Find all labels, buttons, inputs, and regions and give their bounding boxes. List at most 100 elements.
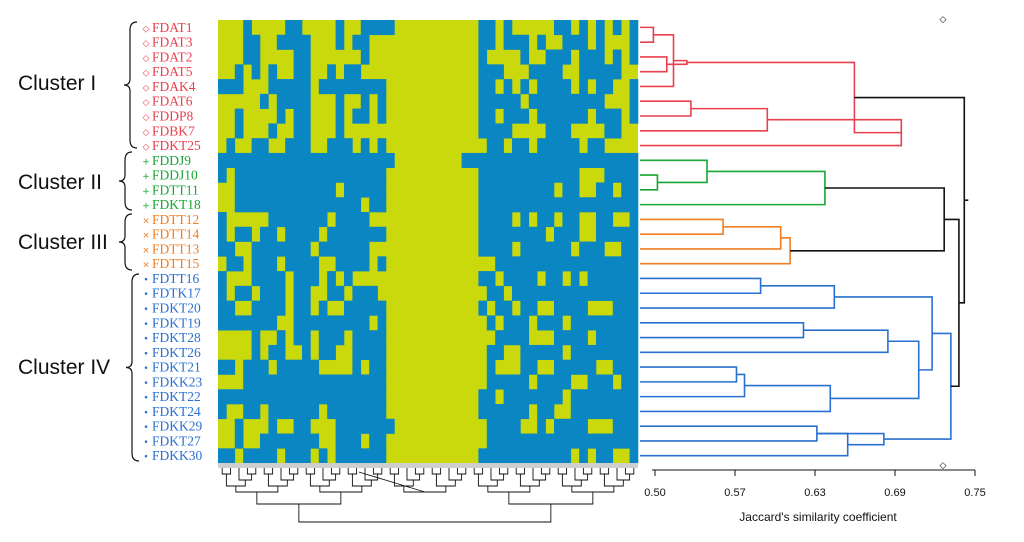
heatmap-cell xyxy=(621,285,630,301)
heatmap-cell xyxy=(251,359,261,375)
heatmap-cell xyxy=(486,271,496,287)
column-dendrogram-link xyxy=(389,468,400,475)
column-dendrogram-root xyxy=(298,504,552,523)
heatmap-cell xyxy=(629,285,639,301)
heatmap-cell xyxy=(486,167,496,183)
heatmap-cell xyxy=(562,448,572,464)
column-dendrogram-link xyxy=(246,468,257,475)
heatmap-cell xyxy=(562,182,572,198)
heatmap-cell xyxy=(629,404,639,420)
heatmap-cell xyxy=(629,241,639,257)
heatmap-cell xyxy=(612,433,622,449)
heatmap-cell xyxy=(226,256,236,272)
heatmap-cell xyxy=(268,256,278,272)
heatmap-cell xyxy=(503,212,513,228)
column-dendrogram-link xyxy=(498,468,509,475)
heatmap-cell xyxy=(478,108,488,124)
heatmap-cell xyxy=(604,226,614,242)
heatmap-cell xyxy=(260,359,269,375)
dendrogram-link xyxy=(640,329,889,354)
heatmap-cell xyxy=(243,226,252,242)
heatmap-cell xyxy=(570,404,580,420)
heatmap-cell xyxy=(369,167,378,183)
leaf-marker: × xyxy=(142,231,150,241)
heatmap-cell xyxy=(335,330,345,346)
heatmap-cell xyxy=(234,182,244,198)
dendrogram-link xyxy=(640,26,655,43)
heatmap-cell xyxy=(344,197,353,213)
heatmap-cell xyxy=(360,418,370,434)
leaf-label: FDTT14 xyxy=(152,227,200,242)
leaf-label: FDKT19 xyxy=(152,315,201,330)
heatmap-cell xyxy=(260,433,269,449)
heatmap-cell xyxy=(562,79,572,95)
heatmap-cell xyxy=(352,212,362,228)
heatmap-cell xyxy=(310,197,320,213)
heatmap-cell xyxy=(302,256,311,272)
heatmap-cell xyxy=(310,152,320,168)
leaf-marker: ◇ xyxy=(143,128,150,138)
heatmap-cell xyxy=(226,79,236,95)
heatmap-cell xyxy=(478,389,488,405)
heatmap-cell xyxy=(352,418,362,434)
heatmap-cell xyxy=(251,167,261,183)
heatmap-cell xyxy=(596,330,605,346)
heatmap-cell xyxy=(310,271,320,287)
heatmap-cell xyxy=(302,138,311,154)
leaf-label: FDAT6 xyxy=(152,94,193,109)
heatmap-cell xyxy=(621,300,630,316)
tick-label: 0.69 xyxy=(884,487,905,499)
heatmap-cell xyxy=(276,433,286,449)
heatmap-cell xyxy=(587,404,597,420)
heatmap-cell xyxy=(369,182,378,198)
heatmap-cell xyxy=(596,182,605,198)
heatmap-cell xyxy=(369,344,378,361)
heatmap-cell xyxy=(268,123,278,139)
heatmap-cell xyxy=(318,389,328,405)
heatmap-cell xyxy=(268,226,278,242)
dendrogram-link xyxy=(640,373,746,398)
heatmap-cell xyxy=(285,212,294,228)
heatmap-cell xyxy=(604,271,614,287)
heatmap-cell xyxy=(360,256,370,272)
heatmap-cell xyxy=(335,404,345,420)
heatmap-cell xyxy=(554,241,563,257)
heatmap-cell xyxy=(604,374,614,390)
heatmap-cell xyxy=(537,93,546,109)
axis-title: Jaccard's similarity coefficient xyxy=(739,510,897,524)
cluster-label-iv: Cluster IV xyxy=(18,356,110,379)
heatmap-cell xyxy=(537,256,546,272)
column-dendrogram-link xyxy=(235,486,279,493)
heatmap-cell xyxy=(612,389,622,405)
heatmap-cell xyxy=(285,20,294,36)
heatmap-cell xyxy=(596,93,605,109)
heatmap-cell xyxy=(243,182,252,198)
heatmap-cell xyxy=(503,433,513,449)
heatmap-cell xyxy=(495,138,504,154)
heatmap-cell xyxy=(554,330,563,346)
heatmap-cell xyxy=(377,448,387,464)
heatmap-cell xyxy=(486,285,496,301)
heatmap-cell xyxy=(285,374,294,390)
heatmap-cell xyxy=(528,64,538,80)
heatmap-cell xyxy=(579,64,588,80)
heatmap-cell xyxy=(335,152,345,168)
heatmap-cell xyxy=(587,433,597,449)
heatmap-cell xyxy=(276,197,286,213)
heatmap-cell xyxy=(293,64,303,80)
heatmap-cell xyxy=(579,20,588,36)
heatmap-cell xyxy=(335,20,345,36)
heatmap-cell xyxy=(352,256,362,272)
heatmap-cell xyxy=(344,448,353,464)
heatmap-cell xyxy=(268,448,278,464)
heatmap-cell xyxy=(310,433,320,449)
heatmap-cell xyxy=(293,389,303,405)
similarity-axis: 0.50 0.57 0.63 0.69 0.75 xyxy=(644,469,986,499)
heatmap-cell xyxy=(562,226,572,242)
heatmap-cell xyxy=(587,152,597,168)
leaf-marker: ◇ xyxy=(143,98,150,108)
heatmap-cell xyxy=(596,49,605,65)
column-dendrogram-link xyxy=(256,492,342,505)
heatmap-cell xyxy=(302,226,311,242)
heatmap-cell xyxy=(629,182,639,198)
